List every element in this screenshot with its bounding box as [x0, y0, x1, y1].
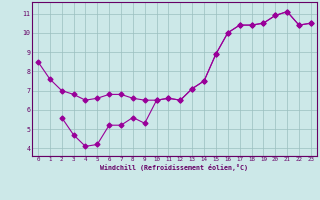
- X-axis label: Windchill (Refroidissement éolien,°C): Windchill (Refroidissement éolien,°C): [100, 164, 248, 171]
